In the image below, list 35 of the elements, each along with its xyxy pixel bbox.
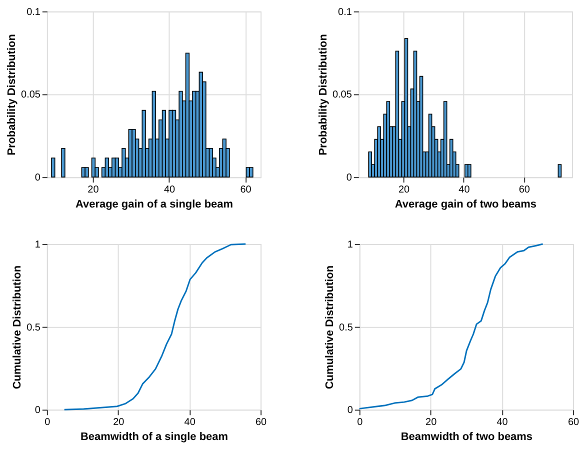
y-tick-label: 0.1	[26, 6, 41, 18]
y-axis-title: Cumulative Distribution	[12, 265, 24, 390]
x-tick-label: 20	[113, 417, 125, 428]
x-tick-label: 40	[496, 417, 508, 428]
x-tick-label: 60	[256, 417, 268, 428]
y-axis-title: Cumulative Distribution	[324, 265, 336, 390]
x-tick-label: 40	[458, 184, 470, 196]
x-tick-label: 20	[88, 184, 100, 196]
y-tick-label: 1	[34, 239, 41, 250]
y-tick-label: 0.5	[26, 322, 41, 334]
x-tick-label: 40	[184, 417, 196, 428]
y-tick-label: 1	[347, 239, 354, 250]
y-tick-label: 0	[347, 405, 354, 416]
y-tick-label: 0.1	[338, 6, 352, 18]
y-tick-label: 0.05	[332, 90, 352, 101]
y-axis-title: Probability Distribution	[6, 34, 18, 156]
y-axis-title: Probability Distribution	[317, 34, 330, 156]
x-axis-title: Average gain of two beams	[394, 198, 537, 211]
x-tick-label: 60	[568, 417, 580, 428]
x-tick-label: 20	[398, 184, 410, 196]
y-tick-label: 0.05	[21, 90, 41, 101]
x-axis-title: Beamwidth of two beams	[400, 431, 533, 444]
x-tick-label: 60	[518, 184, 530, 196]
x-tick-label: 60	[240, 184, 252, 196]
line-series	[64, 243, 246, 410]
y-tick-label: 0	[346, 172, 352, 184]
y-tick-label: 0.5	[339, 322, 354, 334]
y-tick-label: 0	[34, 172, 41, 184]
x-axis-title: Beamwidth of a single beam	[80, 431, 228, 444]
x-tick-label: 0	[357, 417, 364, 428]
x-tick-label: 20	[426, 417, 438, 428]
x-tick-label: 40	[164, 184, 176, 196]
x-axis-title: Average gain of a single beam	[75, 198, 234, 211]
x-tick-label: 0	[44, 417, 51, 428]
y-tick-label: 0	[34, 405, 41, 416]
